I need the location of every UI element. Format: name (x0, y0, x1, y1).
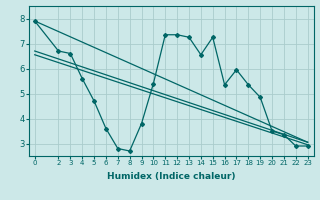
X-axis label: Humidex (Indice chaleur): Humidex (Indice chaleur) (107, 172, 236, 181)
